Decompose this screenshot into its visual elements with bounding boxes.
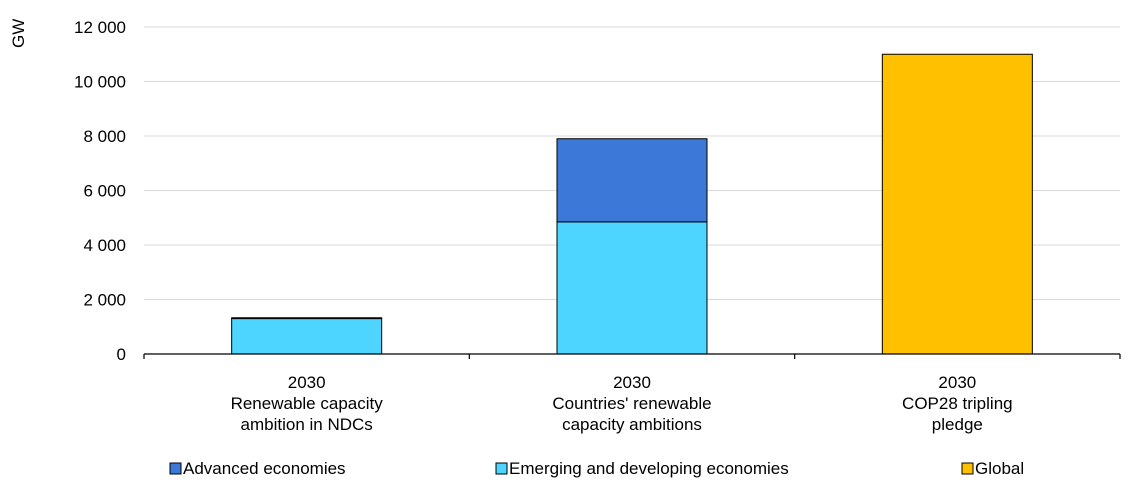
legend-label: Emerging and developing economies: [509, 459, 789, 478]
y-tick-label: 2 000: [83, 291, 126, 310]
x-axis: [143, 353, 1121, 359]
y-tick-label: 12 000: [74, 18, 126, 37]
bar-global: [881, 53, 1033, 355]
y-axis-label: GW: [9, 19, 28, 48]
y-tick-label: 10 000: [74, 73, 126, 92]
legend-swatch: [169, 462, 182, 475]
category-label: Renewable capacity: [231, 394, 384, 413]
category-label: 2030: [938, 373, 976, 392]
legend-swatch: [495, 462, 508, 475]
category-label: Countries' renewable: [552, 394, 711, 413]
y-axis-ticks: 0 2 000 4 000 6 000 8 000 10 000 12 000: [74, 18, 126, 364]
category-label: capacity ambitions: [562, 415, 702, 434]
category-label: COP28 tripling: [902, 394, 1013, 413]
y-tick-label: 0: [117, 345, 126, 364]
category-label: 2030: [613, 373, 651, 392]
category-label: 2030: [288, 373, 326, 392]
legend-label: Advanced economies: [183, 459, 346, 478]
legend-swatch: [961, 462, 974, 475]
category-label: pledge: [932, 415, 983, 434]
legend: Advanced economies Emerging and developin…: [169, 459, 1024, 478]
bar-advanced-economies: [556, 138, 708, 223]
y-tick-label: 8 000: [83, 127, 126, 146]
y-tick-label: 6 000: [83, 182, 126, 201]
bar-emerging-and-developing-economies: [231, 318, 383, 355]
legend-label: Global: [975, 459, 1024, 478]
y-tick-label: 4 000: [83, 236, 126, 255]
bars: [231, 53, 1033, 355]
bar-advanced-economies: [231, 317, 383, 320]
category-label: ambition in NDCs: [241, 415, 373, 434]
bar-emerging-and-developing-economies: [556, 221, 708, 355]
category-labels: 2030 Renewable capacity ambition in NDCs 20…: [231, 373, 1013, 434]
